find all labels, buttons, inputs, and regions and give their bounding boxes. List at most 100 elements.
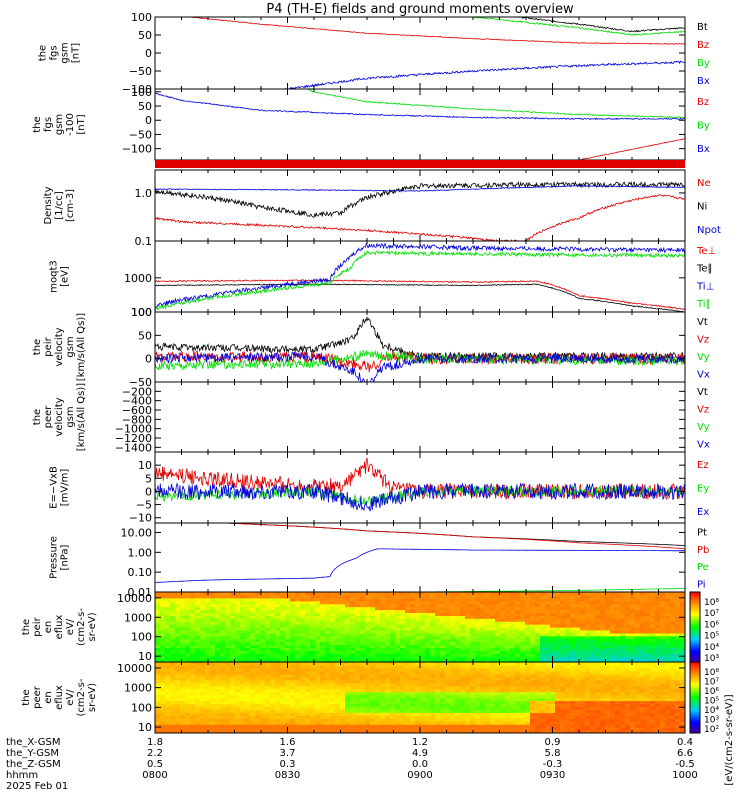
heatmap-cell [355, 621, 361, 625]
heatmap-cell [195, 697, 201, 702]
heatmap-cell [525, 638, 531, 643]
heatmap-cell [215, 641, 221, 646]
heatmap-cell [345, 603, 351, 608]
heatmap-cell [435, 691, 441, 696]
heatmap-cell [530, 609, 536, 614]
heatmap-cell [195, 700, 201, 705]
heatmap-cell [435, 632, 441, 637]
heatmap-cell [160, 724, 166, 728]
heatmap-cell [505, 647, 511, 651]
heatmap-cell [485, 621, 491, 625]
heatmap-cell [385, 615, 391, 619]
heatmap-cell [260, 676, 266, 681]
heatmap-cell [590, 659, 596, 662]
heatmap-cell [355, 597, 361, 602]
heatmap-cell [660, 618, 666, 622]
heatmap-cell [495, 638, 501, 643]
heatmap-cell [445, 603, 451, 608]
heatmap-cell [680, 609, 685, 614]
heatmap-cell [215, 615, 221, 619]
heatmap-cell [215, 724, 221, 728]
heatmap-cell [490, 609, 496, 614]
heatmap-cell [455, 653, 461, 657]
heatmap-cell [320, 715, 326, 719]
heatmap-cell [235, 621, 241, 625]
heatmap-cell [450, 650, 456, 654]
heatmap-cell [465, 673, 471, 678]
heatmap-cell [170, 641, 176, 646]
heatmap-cell [595, 647, 601, 651]
heatmap-cell [270, 647, 276, 651]
heatmap-cell [360, 621, 366, 625]
heatmap-cell [540, 632, 546, 637]
heatmap-cell [340, 650, 346, 654]
heatmap-cell [160, 709, 166, 713]
heatmap-cell [475, 618, 481, 622]
heatmap-cell [645, 659, 651, 662]
heatmap-cell [220, 621, 226, 625]
heatmap-cell [575, 612, 581, 616]
heatmap-cell [220, 592, 226, 596]
heatmap-cell [625, 618, 631, 622]
heatmap-cell [165, 644, 171, 649]
heatmap-cell [490, 618, 496, 622]
heatmap-cell [435, 624, 441, 628]
heatmap-cell [220, 667, 226, 672]
panel-ylabel: the peir en eflux eV/(cm2-s-sr-eV) [21, 608, 98, 646]
heatmap-cell [330, 703, 336, 707]
heatmap-cell [375, 718, 381, 722]
heatmap-cell [425, 682, 431, 687]
heatmap-cell [265, 621, 271, 625]
heatmap-cell [430, 703, 436, 707]
heatmap-cell [520, 653, 526, 657]
heatmap-cell [260, 659, 266, 662]
ylabel-line: Density [43, 186, 54, 224]
heatmap-cell [480, 638, 486, 643]
heatmap-cell [670, 609, 676, 614]
heatmap-cell [680, 603, 685, 608]
heatmap-cell [575, 624, 581, 628]
heatmap-cell [535, 721, 541, 725]
heatmap-cell [170, 706, 176, 710]
heatmap-cell [550, 624, 556, 628]
y-tick-label: −50 [129, 65, 152, 78]
heatmap-cell [520, 673, 526, 678]
heatmap-cell [450, 653, 456, 657]
heatmap-cell [250, 667, 256, 672]
heatmap-cell [655, 624, 661, 628]
heatmap-cell [585, 624, 591, 628]
heatmap-cell [620, 603, 626, 608]
heatmap-cell [320, 656, 326, 660]
heatmap-cell [500, 615, 506, 619]
heatmap-cell [240, 597, 246, 602]
heatmap-cell [300, 644, 306, 649]
heatmap-cell [155, 667, 161, 672]
heatmap-cell [265, 706, 271, 710]
heatmap-cell [275, 688, 281, 693]
heatmap-cell [260, 697, 266, 702]
heatmap-cell [645, 624, 651, 628]
heatmap-cell [425, 667, 431, 672]
heatmap-cell [400, 682, 406, 687]
heatmap-cell [450, 615, 456, 619]
heatmap-cell [455, 703, 461, 707]
heatmap-cell [215, 662, 221, 666]
heatmap-cell [670, 597, 676, 602]
heatmap-cell [390, 621, 396, 625]
heatmap-cell [575, 592, 581, 596]
heatmap-cell [445, 632, 451, 637]
heatmap-cell [260, 700, 266, 705]
heatmap-cell [630, 629, 636, 634]
heatmap-cell [345, 694, 351, 699]
heatmap-cell [295, 609, 301, 614]
heatmap-cell [415, 667, 421, 672]
heatmap-cell [505, 694, 511, 699]
heatmap-cell [440, 618, 446, 622]
heatmap-cell [435, 650, 441, 654]
heatmap-cell [340, 597, 346, 602]
heatmap-cell [495, 612, 501, 616]
heatmap-cell [430, 609, 436, 614]
heatmap-cell [340, 676, 346, 681]
heatmap-cell [170, 621, 176, 625]
heatmap-cell [200, 721, 206, 725]
